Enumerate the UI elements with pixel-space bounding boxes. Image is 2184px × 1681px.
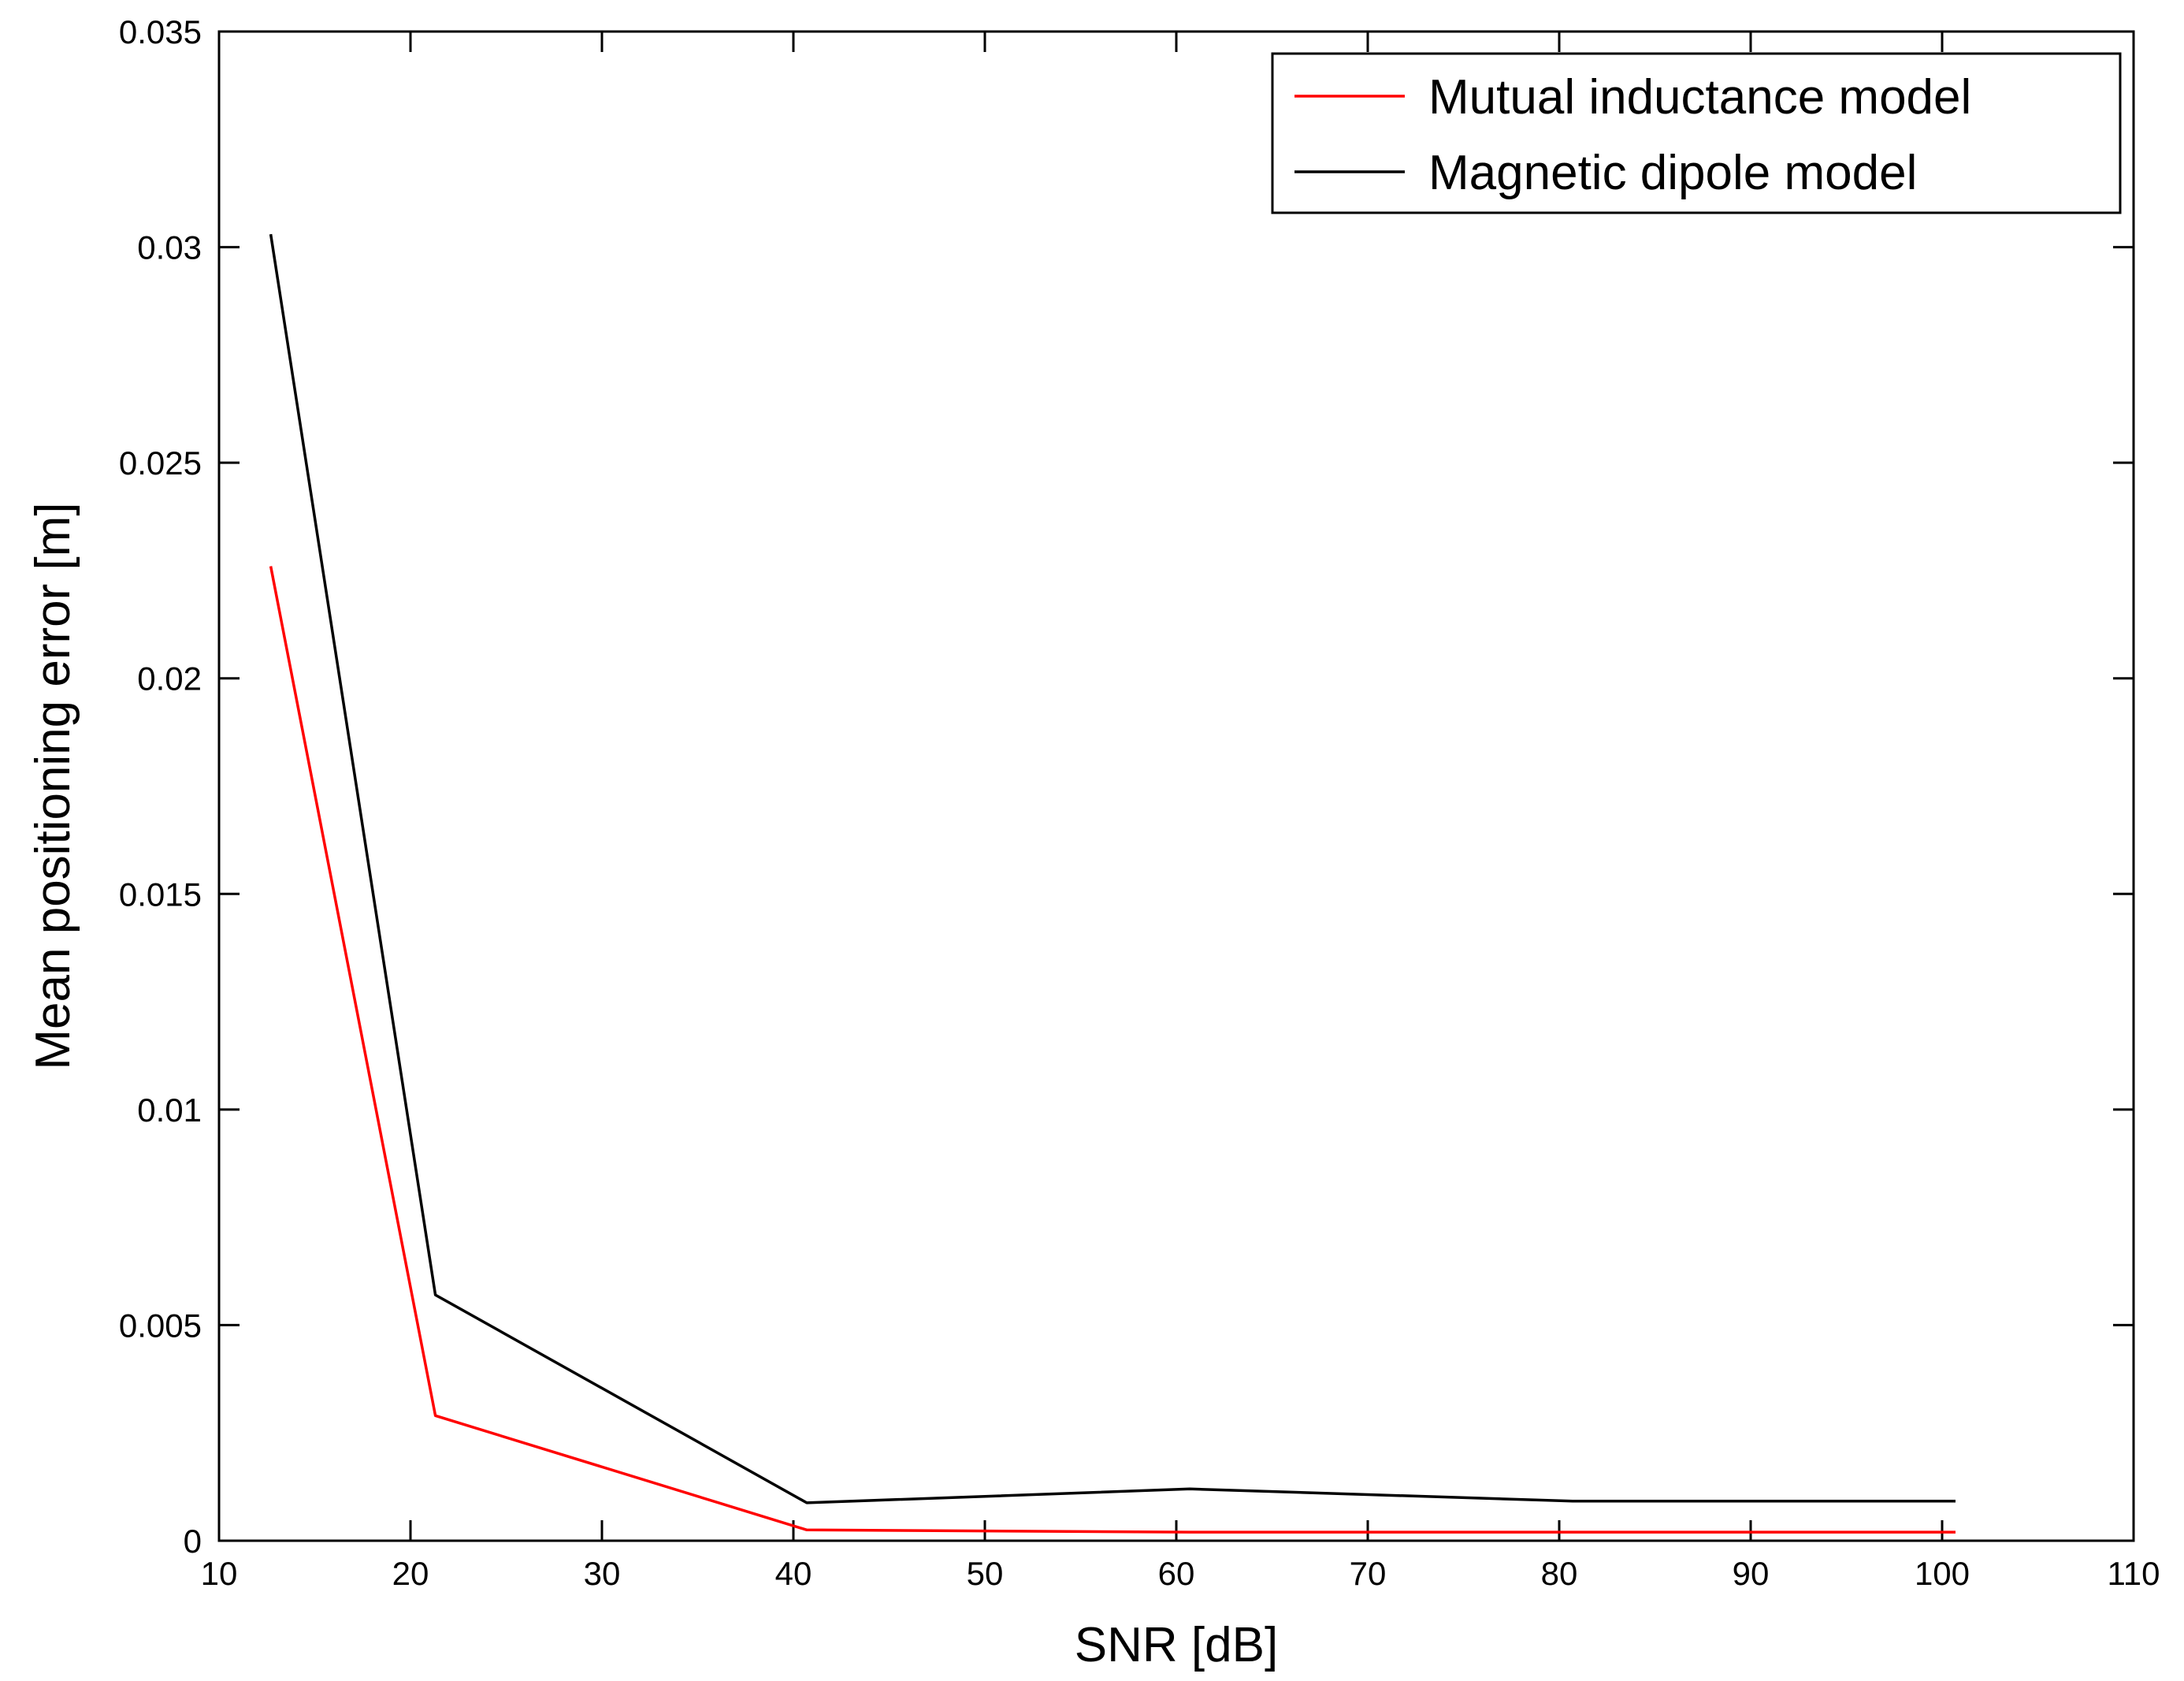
plot-frame <box>217 30 2135 1542</box>
x-axis-ticks: 10 20 30 40 50 60 70 80 90 100 110 <box>201 32 2160 1592</box>
x-tick-label: 100 <box>1915 1555 1970 1592</box>
legend-box <box>1271 52 2122 214</box>
y-axis-title: Mean positioning error [m] <box>26 502 80 1069</box>
y-axis-ticks: 0 0.005 0.01 0.015 0.02 0.025 0.03 0.035 <box>119 13 2134 1560</box>
y-tick-label: 0 <box>184 1523 202 1560</box>
x-tick-label: 40 <box>775 1555 812 1592</box>
x-tick-label: 60 <box>1158 1555 1195 1592</box>
x-tick-label: 20 <box>392 1555 429 1592</box>
x-axis-title: SNR [dB] <box>1075 1618 1278 1672</box>
x-tick-label: 50 <box>967 1555 1004 1592</box>
x-tick-label: 30 <box>584 1555 621 1592</box>
series-line-2 <box>269 233 1956 1504</box>
series-layer <box>269 233 1956 1534</box>
x-tick-label: 80 <box>1541 1555 1578 1592</box>
plot-area <box>217 30 2135 1542</box>
y-tick-label: 0.035 <box>119 13 202 50</box>
y-tick-label: 0.02 <box>137 660 202 697</box>
x-tick-label: 110 <box>2108 1555 2160 1592</box>
y-tick-label: 0.025 <box>119 444 202 482</box>
series-line-1 <box>269 566 1956 1534</box>
x-tick-label: 70 <box>1350 1555 1387 1592</box>
y-tick-label: 0.01 <box>137 1092 202 1129</box>
legend-label-2: Magnetic dipole model <box>1428 146 1917 200</box>
x-tick-label: 90 <box>1733 1555 1770 1592</box>
legend-label-1: Mutual inductance model <box>1428 70 1971 125</box>
y-tick-label: 0.015 <box>119 876 202 913</box>
legend: Mutual inductance model Magnetic dipole m… <box>1271 52 2122 214</box>
y-tick-label: 0.03 <box>137 229 202 266</box>
y-tick-label: 0.005 <box>119 1307 202 1344</box>
x-tick-label: 10 <box>201 1555 238 1592</box>
